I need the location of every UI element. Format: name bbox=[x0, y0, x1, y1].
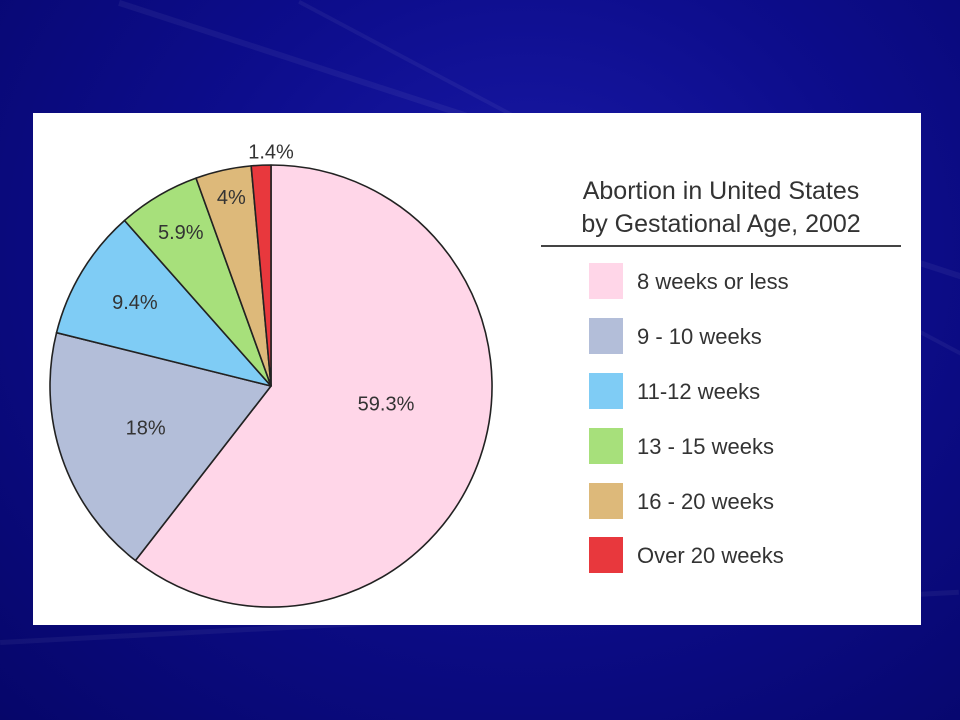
legend-item: 11-12 weeks bbox=[589, 373, 909, 413]
chart-title-line-1: Abortion in United States bbox=[582, 177, 860, 205]
legend-swatch bbox=[589, 428, 623, 464]
slice-label: 5.9% bbox=[158, 222, 204, 244]
slice-label: 9.4% bbox=[112, 292, 158, 314]
legend-label: 11-12 weeks bbox=[637, 379, 761, 404]
legend-item: 9 - 10 weeks bbox=[589, 318, 909, 358]
legend-item: 16 - 20 weeks bbox=[589, 483, 909, 523]
pie-chart: 59.3% 18% 9.4% 5.9% 4% 1.4% bbox=[49, 141, 493, 608]
legend-swatch bbox=[589, 483, 623, 519]
slice-label: 59.3% bbox=[358, 394, 415, 416]
legend-label: 9 - 10 weeks bbox=[637, 324, 762, 349]
legend-label: Over 20 weeks bbox=[637, 543, 784, 568]
legend-item: 13 - 15 weeks bbox=[589, 428, 909, 468]
legend-item: Over 20 weeks bbox=[589, 537, 909, 577]
legend-swatch bbox=[589, 318, 623, 354]
legend-label: 8 weeks or less bbox=[637, 269, 789, 294]
chart-title-line-2: by Gestational Age, 2002 bbox=[581, 210, 861, 238]
pie-slice bbox=[134, 164, 493, 608]
slice-label: 1.4% bbox=[248, 141, 294, 163]
pie-slice bbox=[250, 164, 272, 387]
pie-slice bbox=[49, 331, 272, 562]
legend-item: 8 weeks or less bbox=[589, 263, 909, 303]
legend: Abortion in United States by Gestational… bbox=[541, 175, 901, 573]
legend-swatch bbox=[589, 263, 623, 299]
slice-label: 4% bbox=[217, 187, 246, 209]
legend-label: 13 - 15 weeks bbox=[637, 434, 774, 459]
chart-panel: 59.3% 18% 9.4% 5.9% 4% 1.4% Abortion in Unite… bbox=[33, 113, 921, 625]
legend-label: 16 - 20 weeks bbox=[637, 489, 774, 514]
legend-swatch bbox=[589, 373, 623, 409]
chart-title: Abortion in United States by Gestational… bbox=[541, 175, 901, 247]
legend-swatch bbox=[589, 537, 623, 573]
slice-label: 18% bbox=[126, 418, 166, 440]
pie-slice bbox=[55, 219, 272, 387]
